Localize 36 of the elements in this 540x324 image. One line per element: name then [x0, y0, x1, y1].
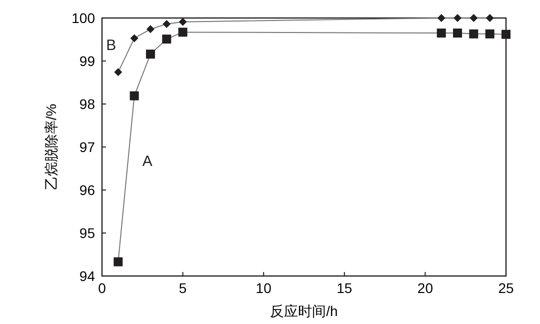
point [502, 30, 510, 39]
x-tick-label: 25 [498, 280, 514, 296]
x-tick-label: 10 [256, 280, 272, 296]
y-tick-label: 99 [79, 53, 96, 69]
point [146, 25, 154, 34]
y-tick-label: 94 [79, 268, 96, 284]
y-tick-label: 95 [79, 225, 96, 241]
point [437, 14, 446, 22]
point [453, 28, 462, 38]
point [454, 14, 462, 22]
point [178, 28, 188, 37]
x-tick-label: 0 [98, 280, 106, 296]
x-tick-label: 20 [417, 280, 434, 296]
y-tick-label: 97 [79, 139, 96, 155]
point [470, 14, 478, 22]
series-label: B [106, 37, 116, 54]
point [130, 91, 139, 100]
point [485, 29, 494, 38]
y-tick-label: 96 [79, 182, 96, 198]
point [114, 68, 122, 76]
x-tick-label: 5 [178, 280, 187, 296]
point [469, 29, 478, 38]
point [178, 18, 187, 26]
x-axis-title: 反应时间/h [270, 303, 338, 319]
x-tick-label: 15 [336, 280, 352, 296]
point [130, 34, 138, 42]
point [114, 257, 123, 266]
point [486, 14, 494, 22]
y-tick-label: 100 [72, 10, 96, 26]
point [162, 34, 172, 44]
y-axis-title: 乙烷脱除率/% [43, 104, 59, 190]
series-label: A [142, 152, 152, 170]
y-tick-label: 98 [79, 96, 96, 112]
point [436, 28, 446, 38]
point [162, 20, 171, 28]
point [146, 50, 155, 59]
